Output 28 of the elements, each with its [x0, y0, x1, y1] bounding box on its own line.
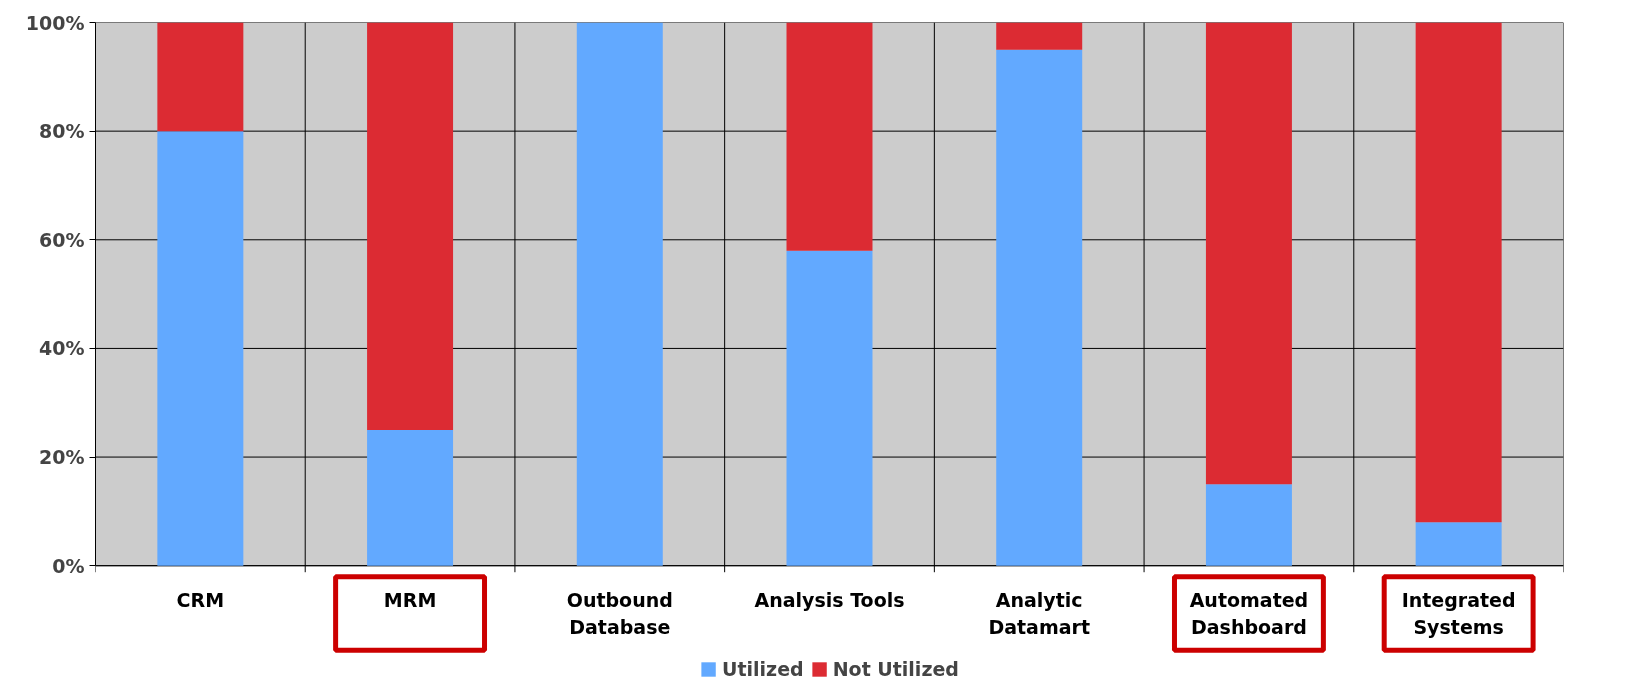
y-tick-label: 20% [39, 446, 85, 469]
x-tick-label: Analysis Tools [754, 588, 905, 611]
x-tick-label: CRM [176, 588, 225, 611]
bar [996, 49, 1083, 566]
x-tick-label: Automated Dashboard [1189, 588, 1309, 639]
x-tick-label: Outbound Database [566, 588, 673, 639]
bar [1205, 484, 1292, 566]
bar [157, 22, 244, 132]
bar [996, 22, 1083, 50]
bar [1415, 22, 1502, 523]
y-tick-label: 0% [52, 554, 85, 577]
x-tick-label: MRM [383, 588, 437, 611]
bar [786, 250, 873, 566]
bar [367, 429, 454, 566]
legend-label: Utilized [722, 658, 804, 680]
bar [1205, 22, 1292, 485]
x-tick-label: Integrated Systems [1401, 588, 1516, 639]
y-tick-label: 60% [39, 228, 85, 251]
x-tick-label: Analytic Datamart [988, 588, 1091, 639]
bar [576, 22, 663, 566]
bar [786, 22, 873, 251]
bar [367, 22, 454, 430]
bar [157, 131, 244, 566]
y-tick-label: 40% [39, 337, 85, 360]
y-tick-label: 80% [39, 120, 85, 143]
y-tick-label: 100% [25, 11, 85, 34]
bar [1415, 522, 1502, 566]
legend-label: Not Utilized [832, 658, 959, 680]
